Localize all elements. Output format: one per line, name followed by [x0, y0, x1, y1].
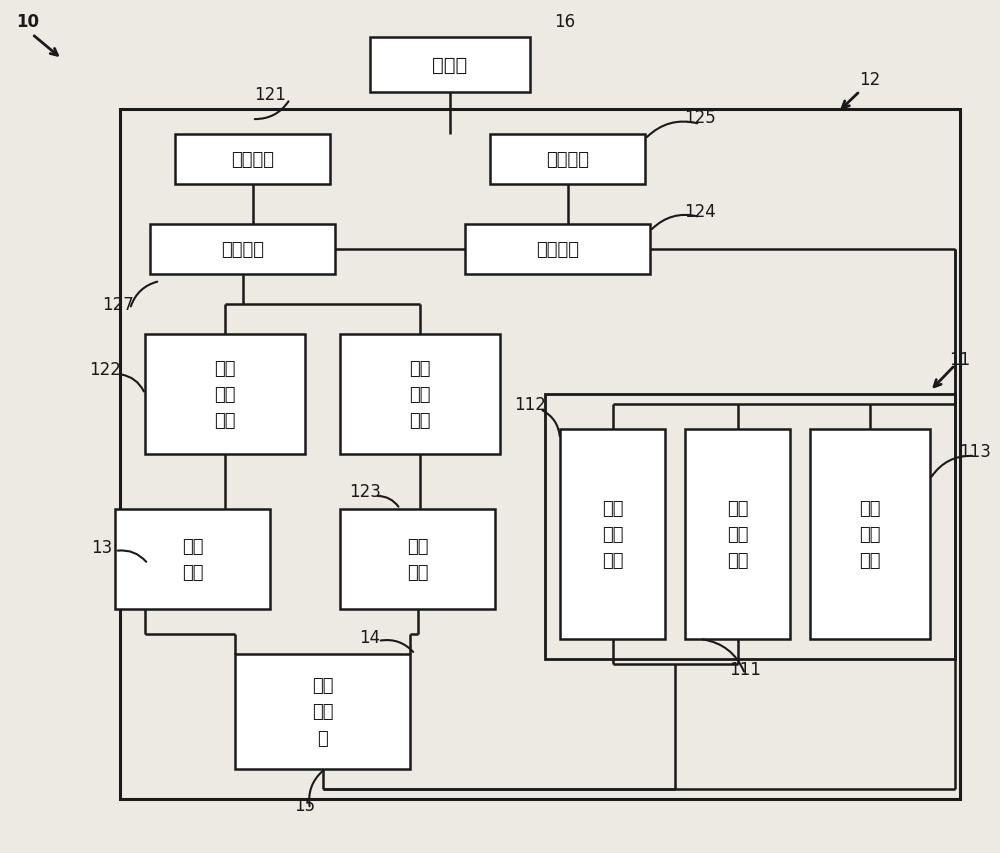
FancyBboxPatch shape [115, 509, 270, 609]
Text: 存储模块: 存储模块 [536, 241, 579, 258]
Text: 13: 13 [91, 538, 113, 556]
Text: 112: 112 [514, 396, 546, 414]
Text: 12: 12 [859, 71, 881, 89]
FancyBboxPatch shape [340, 509, 495, 609]
FancyBboxPatch shape [235, 654, 410, 769]
Text: 16: 16 [554, 13, 576, 31]
Text: 待测
锂电
池: 待测 锂电 池 [312, 676, 333, 747]
Text: 电流
检测
电路: 电流 检测 电路 [727, 499, 748, 570]
FancyBboxPatch shape [685, 430, 790, 639]
Text: 放电
负载: 放电 负载 [407, 537, 428, 582]
Text: 122: 122 [89, 361, 121, 379]
Text: 电压
检测
电路: 电压 检测 电路 [602, 499, 623, 570]
Text: 计算模块: 计算模块 [546, 151, 589, 169]
Text: 10: 10 [17, 13, 40, 31]
Text: 124: 124 [684, 203, 716, 221]
Text: 设定模块: 设定模块 [231, 151, 274, 169]
FancyBboxPatch shape [560, 430, 665, 639]
FancyBboxPatch shape [150, 224, 335, 275]
Text: 125: 125 [684, 109, 716, 127]
Text: 显示器: 显示器 [432, 56, 468, 75]
FancyBboxPatch shape [370, 38, 530, 93]
Text: 111: 111 [729, 660, 761, 678]
FancyBboxPatch shape [340, 334, 500, 455]
FancyBboxPatch shape [175, 135, 330, 185]
Text: 14: 14 [359, 629, 381, 647]
FancyBboxPatch shape [490, 135, 645, 185]
Text: 充电
控制
模块: 充电 控制 模块 [214, 359, 236, 430]
FancyBboxPatch shape [145, 334, 305, 455]
Text: 15: 15 [294, 796, 316, 814]
Text: 113: 113 [959, 443, 991, 461]
Text: 127: 127 [102, 296, 134, 314]
Text: 放电
控制
模块: 放电 控制 模块 [409, 359, 431, 430]
Text: 比较模块: 比较模块 [221, 241, 264, 258]
Text: 121: 121 [254, 86, 286, 104]
Text: 温度
检测
电路: 温度 检测 电路 [859, 499, 881, 570]
Text: 11: 11 [949, 351, 971, 368]
Text: 充电
电源: 充电 电源 [182, 537, 203, 582]
FancyBboxPatch shape [465, 224, 650, 275]
Text: 123: 123 [349, 483, 381, 501]
FancyBboxPatch shape [810, 430, 930, 639]
